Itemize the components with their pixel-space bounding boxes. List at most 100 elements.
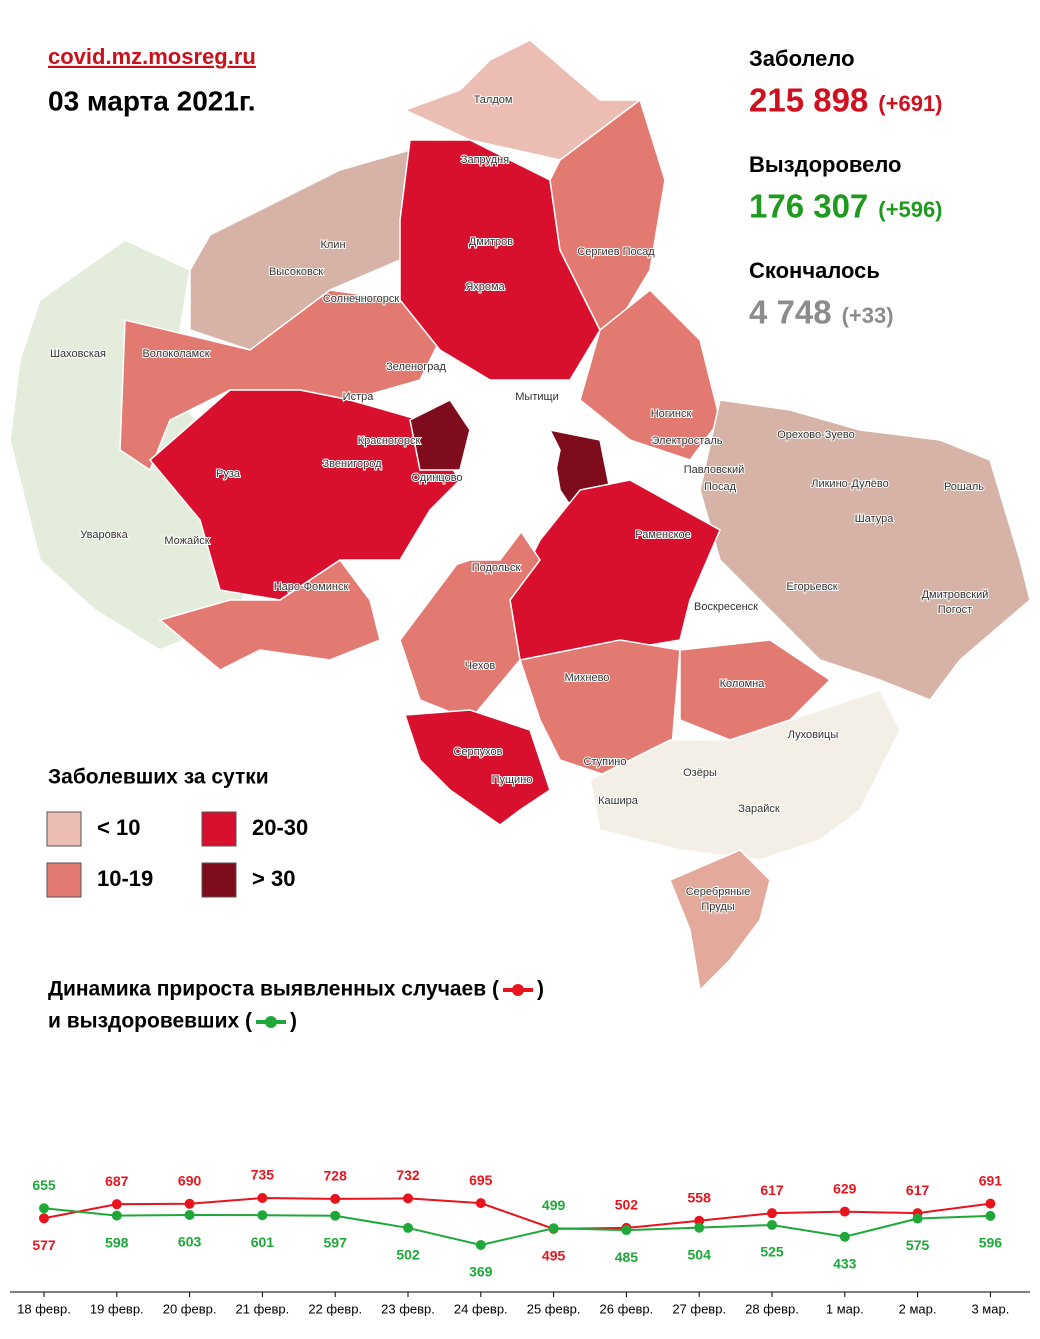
data-label: 499: [542, 1197, 566, 1213]
region: [148, 389, 461, 601]
point: [111, 1199, 122, 1210]
data-label: 558: [688, 1189, 712, 1205]
series-line: [43, 1196, 991, 1230]
stat-label: Заболело: [749, 46, 855, 71]
map-label: Орехово-Зуево: [777, 429, 855, 441]
point: [839, 1206, 850, 1217]
stat-value: 4 748: [749, 294, 832, 331]
data-label: 596: [979, 1235, 1003, 1251]
data-label: 655: [32, 1177, 56, 1193]
region: [403, 39, 643, 161]
moscow: [438, 404, 561, 572]
point: [403, 1222, 413, 1233]
data-label: 504: [688, 1246, 712, 1262]
legend-label: 20-30: [252, 815, 308, 840]
x-tick-label: 2 мар.: [899, 1301, 937, 1316]
map-label: Подольск: [472, 562, 521, 574]
x-tick-label: 28 февр.: [745, 1301, 799, 1316]
map-label: Погост: [938, 604, 972, 616]
map-label: Пруды: [701, 901, 734, 913]
chart-title: ): [290, 1010, 297, 1033]
x-tick-label: 19 февр.: [90, 1301, 144, 1316]
map-label: Наро-Фоминск: [274, 581, 349, 593]
data-label: 597: [324, 1234, 348, 1250]
chart-title: ): [537, 978, 544, 1001]
x-tick-label: 24 февр.: [454, 1301, 508, 1316]
data-label: 695: [469, 1172, 493, 1188]
map-label: Руза: [216, 468, 241, 480]
point: [39, 1213, 49, 1224]
x-tick-label: 21 февр.: [236, 1301, 290, 1316]
point: [257, 1193, 268, 1203]
stat-delta: (+33): [842, 303, 894, 328]
map-label: Зеленоград: [386, 361, 446, 373]
point: [184, 1198, 195, 1209]
legend-label: > 30: [252, 866, 295, 891]
data-label: 691: [979, 1172, 1003, 1188]
point: [257, 1210, 268, 1221]
stat-delta: (+691): [878, 91, 942, 116]
point: [111, 1210, 122, 1221]
map-label: Красногорск: [358, 435, 421, 447]
point: [330, 1193, 341, 1204]
x-tick-label: 23 февр.: [381, 1301, 435, 1316]
data-label: 433: [833, 1255, 857, 1271]
region: [158, 558, 381, 671]
map-label: Луховицы: [788, 729, 839, 741]
point: [985, 1210, 996, 1221]
data-label: 601: [251, 1234, 275, 1250]
map-label: Талдом: [474, 94, 513, 106]
map-label: Озёры: [683, 767, 717, 779]
point: [621, 1225, 632, 1236]
map-label: Зарайск: [738, 803, 780, 815]
map-label: Волоколамск: [142, 348, 209, 360]
series-line: [43, 1207, 991, 1247]
map-label: Шаховская: [50, 348, 106, 360]
map-label: Ступино: [584, 756, 627, 768]
date: 03 марта 2021г.: [48, 85, 256, 116]
chart-title: и выздоровевших (: [48, 1010, 252, 1033]
legend-swatch: [46, 811, 82, 847]
legend-marker: [511, 984, 524, 996]
legend-label: < 10: [97, 815, 140, 840]
point: [184, 1209, 195, 1220]
legend-title: Заболевших за сутки: [48, 766, 269, 789]
legend-swatch: [201, 811, 237, 847]
map-label: Сергиев Посад: [577, 246, 655, 258]
x-tick-label: 3 мар.: [971, 1301, 1009, 1316]
data-label: 603: [178, 1234, 202, 1250]
point: [475, 1198, 486, 1209]
x-tick-label: 27 февр.: [672, 1301, 726, 1316]
point: [839, 1231, 850, 1242]
region: [579, 288, 721, 461]
legend-label: 10-19: [97, 866, 153, 891]
map-label: Можайск: [164, 535, 209, 547]
map-label: Михнево: [565, 672, 610, 684]
legend-swatch: [46, 862, 82, 898]
data-label: 369: [469, 1264, 493, 1280]
map-label: Уваровка: [80, 529, 128, 541]
data-label: 502: [615, 1197, 639, 1213]
map-label: Серпухов: [454, 746, 503, 758]
map-label: Павловский: [684, 464, 745, 476]
map-label: Чехов: [465, 660, 496, 672]
data-label: 617: [906, 1182, 930, 1198]
point: [403, 1193, 413, 1204]
point: [985, 1198, 996, 1209]
map-label: Дмитровский: [922, 589, 989, 601]
data-label: 598: [105, 1234, 129, 1250]
map-label: Посад: [704, 481, 737, 493]
map-label: Запрудня: [461, 154, 509, 166]
point: [694, 1222, 705, 1233]
point: [330, 1210, 341, 1221]
x-tick-label: 18 февр.: [17, 1301, 71, 1316]
data-label: 485: [615, 1249, 639, 1265]
map-label: Одинцово: [411, 472, 462, 484]
map-label: Ногинск: [651, 408, 692, 420]
stat-value: 215 898: [749, 82, 868, 119]
map-label: Клин: [320, 239, 345, 251]
data-label: 502: [396, 1247, 420, 1263]
data-label: 629: [833, 1180, 857, 1196]
point: [767, 1219, 777, 1230]
map-label: Егорьевск: [786, 581, 837, 593]
